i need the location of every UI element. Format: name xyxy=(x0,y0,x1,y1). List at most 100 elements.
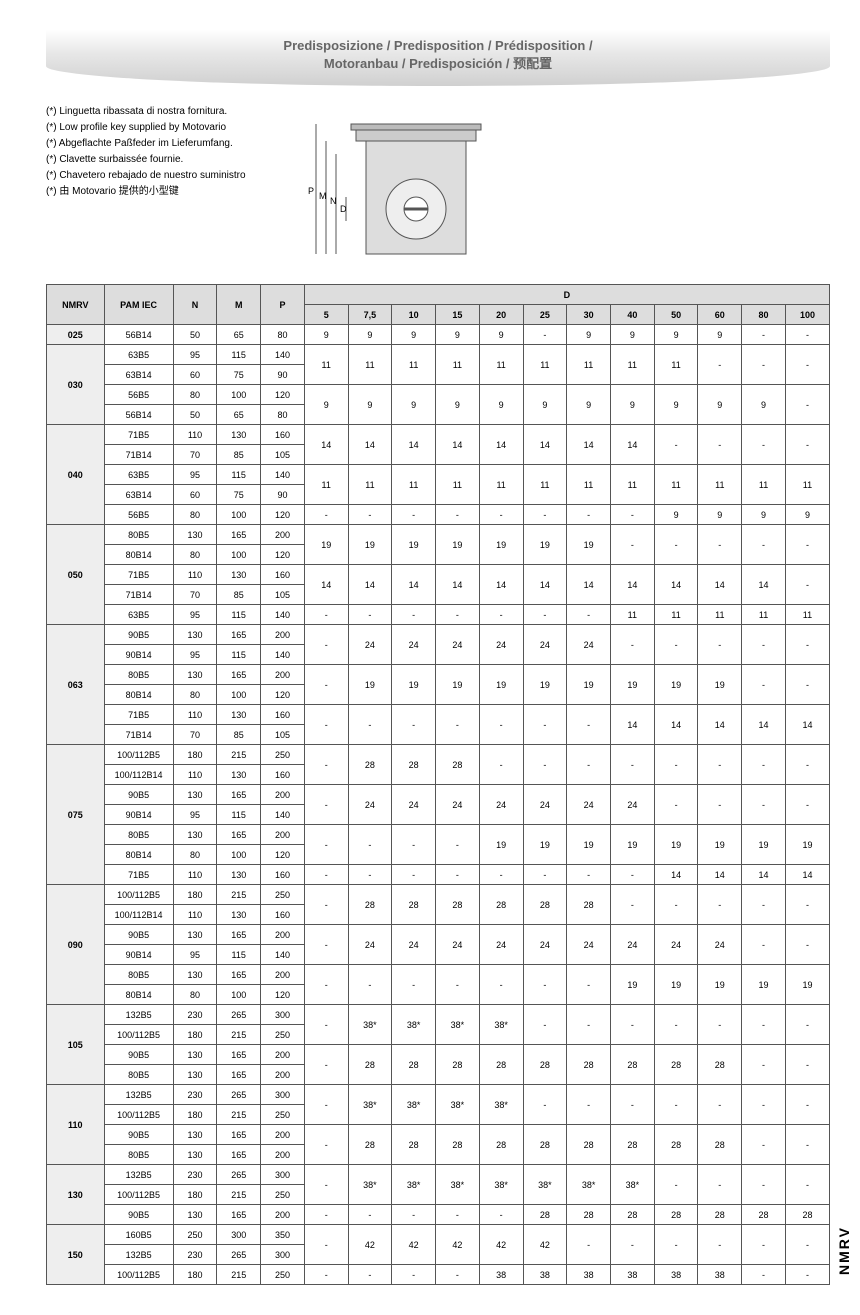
d-cell: - xyxy=(785,665,829,705)
th-d-col: 80 xyxy=(742,305,786,325)
d-cell: - xyxy=(479,965,523,1005)
d-cell: 38* xyxy=(567,1165,611,1205)
cell-m: 100 xyxy=(217,505,261,525)
d-cell: 19 xyxy=(742,965,786,1005)
d-cell: 24 xyxy=(698,925,742,965)
cell-pam: 80B14 xyxy=(104,685,173,705)
d-cell: 9 xyxy=(348,385,392,425)
cell-n: 95 xyxy=(173,345,217,365)
title-line1: Predisposizione / Predisposition / Prédi… xyxy=(46,38,830,53)
d-cell: 14 xyxy=(348,425,392,465)
th-d-col: 20 xyxy=(479,305,523,325)
nmrv-cell: 075 xyxy=(47,745,105,885)
table-row: 80B5130165200----1919191919191919 xyxy=(47,825,830,845)
d-cell: - xyxy=(698,425,742,465)
d-cell: 24 xyxy=(348,785,392,825)
d-cell: 9 xyxy=(436,385,480,425)
cell-n: 130 xyxy=(173,1045,217,1065)
cell-pam: 80B5 xyxy=(104,1145,173,1165)
cell-m: 100 xyxy=(217,685,261,705)
cell-p: 200 xyxy=(261,965,305,985)
d-cell: 14 xyxy=(523,565,567,605)
d-cell: - xyxy=(610,525,654,565)
d-cell: - xyxy=(304,785,348,825)
cell-n: 95 xyxy=(173,805,217,825)
cell-n: 110 xyxy=(173,865,217,885)
nmrv-cell: 090 xyxy=(47,885,105,1005)
cell-n: 180 xyxy=(173,885,217,905)
d-cell: 9 xyxy=(567,385,611,425)
d-cell: 28 xyxy=(348,885,392,925)
d-cell: - xyxy=(567,1085,611,1125)
d-cell: - xyxy=(654,1225,698,1265)
d-cell: 14 xyxy=(392,425,436,465)
d-cell: - xyxy=(742,925,786,965)
cell-pam: 56B14 xyxy=(104,405,173,425)
cell-p: 105 xyxy=(261,585,305,605)
cell-pam: 100/112B5 xyxy=(104,1185,173,1205)
d-cell: 38* xyxy=(436,1085,480,1125)
cell-pam: 80B5 xyxy=(104,965,173,985)
footnote-line: (*) Low profile key supplied by Motovari… xyxy=(46,120,246,136)
d-cell: 19 xyxy=(654,965,698,1005)
d-cell: 28 xyxy=(523,885,567,925)
cell-m: 115 xyxy=(217,645,261,665)
cell-m: 130 xyxy=(217,705,261,725)
cell-pam: 71B5 xyxy=(104,705,173,725)
cell-m: 100 xyxy=(217,545,261,565)
d-cell: 28 xyxy=(610,1125,654,1165)
d-cell: 14 xyxy=(304,425,348,465)
svg-text:D: D xyxy=(340,204,347,214)
cell-p: 105 xyxy=(261,725,305,745)
cell-m: 165 xyxy=(217,1125,261,1145)
table-row: 100/112B5180215250----383838383838-- xyxy=(47,1265,830,1285)
d-cell: - xyxy=(785,1165,829,1205)
nmrv-cell: 025 xyxy=(47,325,105,345)
table-row: 71B5110130160-------1414141414 xyxy=(47,705,830,725)
cell-n: 180 xyxy=(173,1025,217,1045)
d-cell: - xyxy=(785,385,829,425)
table-row: 150160B5250300350-4242424242------ xyxy=(47,1225,830,1245)
d-cell: - xyxy=(698,1165,742,1205)
cell-p: 140 xyxy=(261,945,305,965)
cell-pam: 90B5 xyxy=(104,625,173,645)
d-cell: - xyxy=(698,1005,742,1045)
table-row: 090100/112B5180215250-282828282828----- xyxy=(47,885,830,905)
d-cell: 28 xyxy=(436,1045,480,1085)
svg-text:N: N xyxy=(330,196,337,206)
nmrv-cell: 110 xyxy=(47,1085,105,1165)
cell-pam: 63B5 xyxy=(104,345,173,365)
nmrv-cell: 050 xyxy=(47,525,105,625)
cell-pam: 80B14 xyxy=(104,845,173,865)
d-cell: 14 xyxy=(742,565,786,605)
cell-pam: 100/112B14 xyxy=(104,905,173,925)
d-cell: - xyxy=(785,525,829,565)
d-cell: 11 xyxy=(348,345,392,385)
d-cell: 28 xyxy=(610,1045,654,1085)
d-cell: - xyxy=(654,525,698,565)
cell-m: 85 xyxy=(217,445,261,465)
d-cell: - xyxy=(742,525,786,565)
cell-m: 215 xyxy=(217,1265,261,1285)
cell-pam: 100/112B5 xyxy=(104,1265,173,1285)
d-cell: 38* xyxy=(610,1165,654,1205)
d-cell: 9 xyxy=(610,325,654,345)
d-cell: 14 xyxy=(698,865,742,885)
predisposition-table: NMRV PAM IEC N M P D 57,5101520253040506… xyxy=(46,284,830,1285)
cell-p: 160 xyxy=(261,425,305,445)
d-cell: 19 xyxy=(742,825,786,865)
cell-p: 120 xyxy=(261,505,305,525)
cell-p: 200 xyxy=(261,665,305,685)
d-cell: 38* xyxy=(436,1165,480,1205)
cell-p: 120 xyxy=(261,685,305,705)
d-cell: 9 xyxy=(392,325,436,345)
cell-p: 250 xyxy=(261,885,305,905)
d-cell: 9 xyxy=(436,325,480,345)
d-cell: - xyxy=(523,965,567,1005)
d-cell: 9 xyxy=(479,385,523,425)
d-cell: - xyxy=(392,865,436,885)
d-cell: - xyxy=(698,345,742,385)
cell-n: 60 xyxy=(173,485,217,505)
d-cell: 19 xyxy=(436,665,480,705)
d-cell: 19 xyxy=(523,825,567,865)
